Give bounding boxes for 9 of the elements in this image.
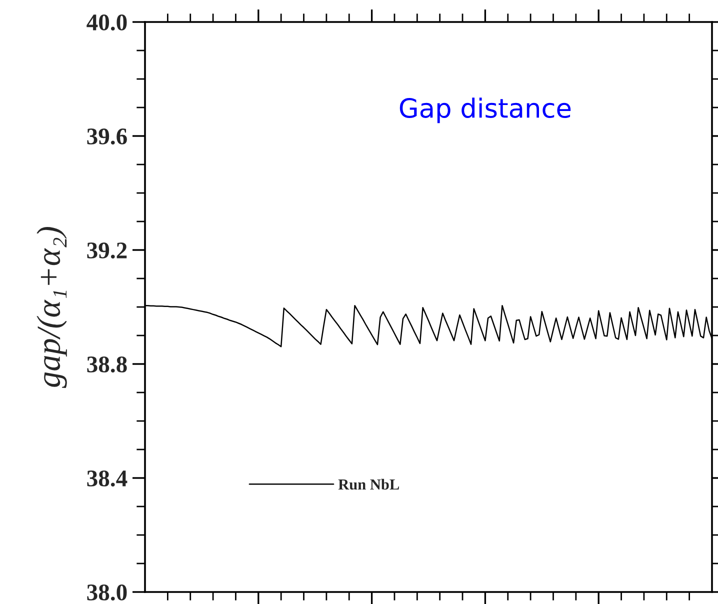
y-tick-label: 39.2 xyxy=(87,242,127,259)
text: Run NbL xyxy=(338,478,400,490)
y-tick-label: 38.0 xyxy=(87,584,127,601)
text: Gap distance xyxy=(400,98,571,124)
y-tick-label: 38.4 xyxy=(87,470,128,487)
y-tick-label: 38.8 xyxy=(87,356,127,373)
y-tick-label: 40.0 xyxy=(86,14,127,31)
y-tick-label: 39.6 xyxy=(87,128,127,145)
y-axis-title: gap/(α₁+α₂) xyxy=(36,226,67,388)
